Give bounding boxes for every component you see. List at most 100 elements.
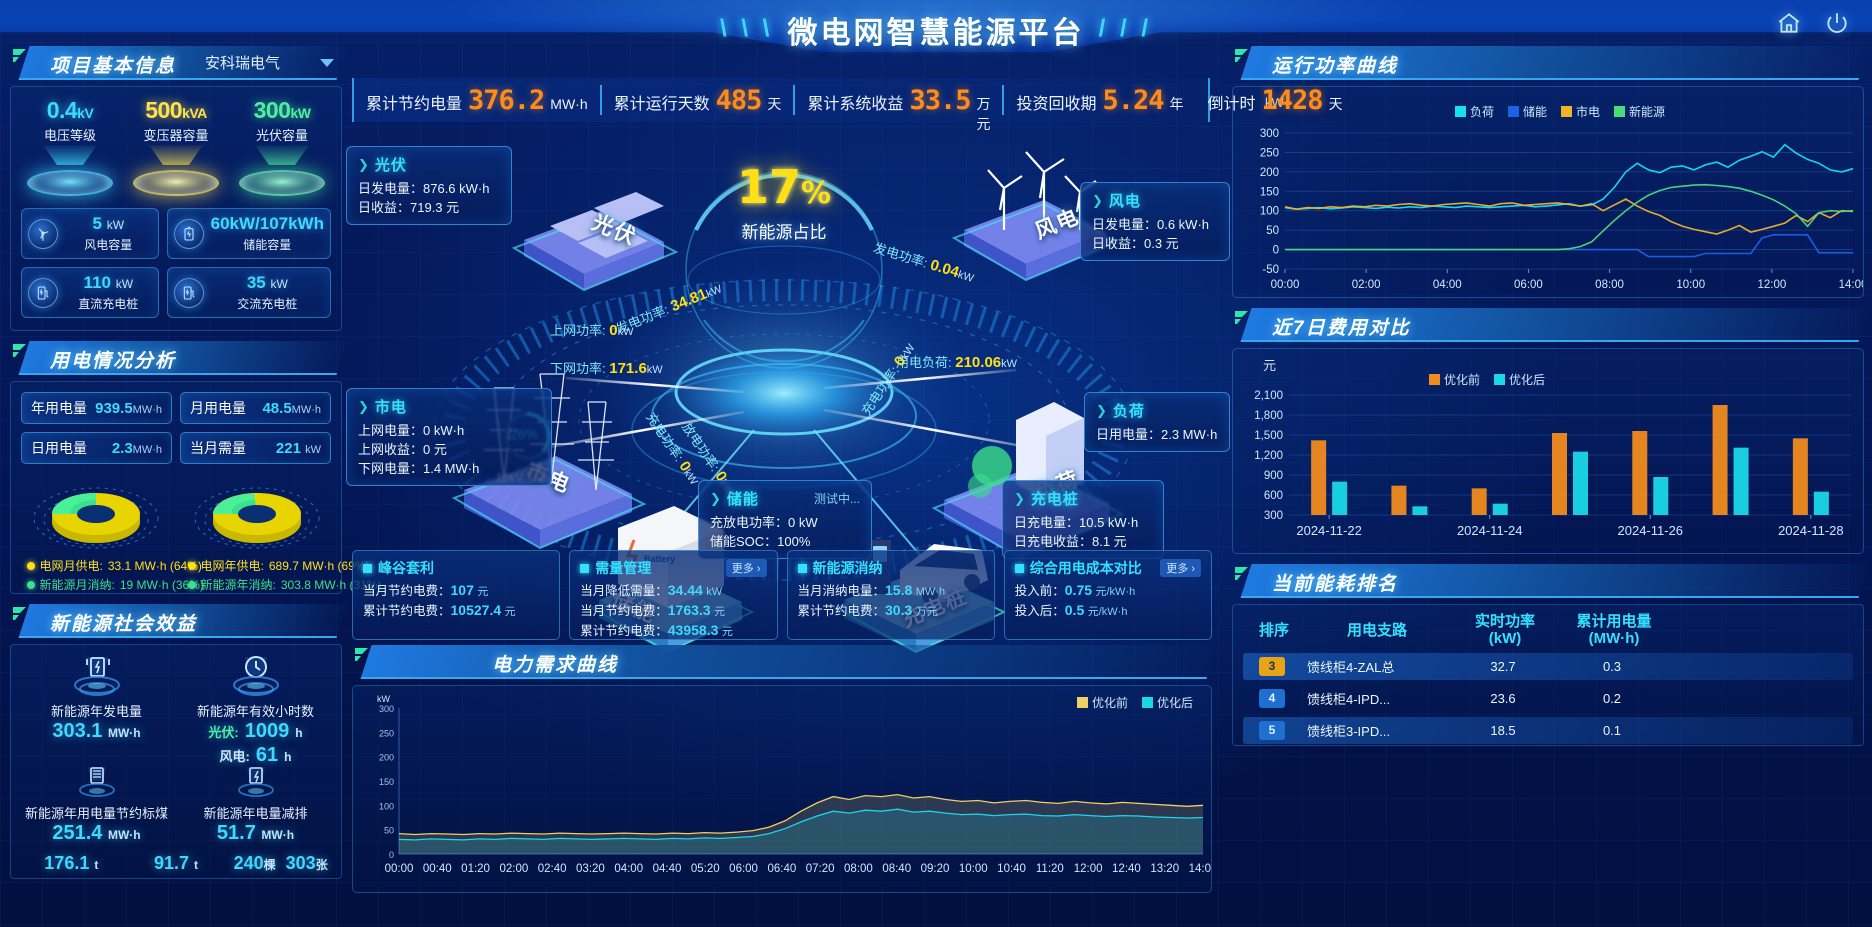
legend-item: 电网月供电: 33.1 MW·h (64%) (26, 557, 202, 574)
power-ylabel: kW (1265, 95, 1284, 110)
benefit-value: 51.7 (216, 822, 256, 844)
card-label: 当月节约电费： (580, 604, 668, 618)
kv-label: 交流充电桩 (237, 297, 298, 311)
kv-value: 5 (92, 214, 102, 233)
benefit-unit: h (295, 726, 303, 740)
kv-label: 直流充电桩 (78, 297, 139, 311)
legend-item: 新能源月消纳: 19 MW·h (36%) (26, 576, 204, 593)
rank-badge: 4 (1259, 689, 1285, 708)
coal-icon (17, 755, 176, 801)
table-row[interactable]: 3 馈线柜4-ZAL总 32.7 0.3 (1243, 653, 1853, 680)
capacity-transformer: 500kVA 变压器容量 (124, 97, 228, 196)
power-icon[interactable] (1824, 10, 1850, 41)
beam-icon (255, 145, 309, 165)
rank-panel-body: 排序 用电支路 实时功率 (kW) 累计用电量 (MW·h) 3 馈线柜4-ZAL总… (1232, 604, 1864, 746)
benefit-value: 240 (233, 853, 264, 873)
peak-valley-arbitrage-card: 峰谷套利 当月节约电费：107 元 累计节约电费：10527.4 元 (352, 550, 561, 640)
legend-swatch (1561, 106, 1573, 117)
panel-title: 运行功率曲线 (1272, 56, 1399, 77)
legend-value: 33.1 MW·h (64%) (107, 558, 202, 573)
more-button[interactable]: 更多 › (1160, 559, 1201, 577)
svg-text:01:20: 01:20 (461, 863, 490, 875)
benefit-value: 61 (255, 744, 279, 766)
wind-turbine-icon (28, 218, 58, 249)
svg-text:0: 0 (389, 850, 394, 860)
stat-label: 倒计时 (1207, 96, 1256, 113)
usage-label: 月用电量 (190, 400, 246, 416)
svg-text:300: 300 (379, 704, 394, 714)
grid-info-box: ❯ 市电 上网电量：0 kW·h 上网收益：0 元 下网电量：1.4 MW·h (346, 388, 552, 486)
svg-text:02:00: 02:00 (499, 863, 528, 875)
square-marker-icon (580, 563, 590, 573)
svg-text:04:00: 04:00 (614, 863, 643, 875)
benefit-unit: t (94, 858, 99, 872)
card-value: 34.44 (667, 582, 703, 598)
project-panel-header: 项目基本信息 安科瑞电气 (10, 46, 348, 80)
corner-deco-icon (1235, 311, 1248, 324)
svg-text:04:40: 04:40 (653, 863, 682, 875)
co2-icon (176, 755, 335, 801)
svg-text:100: 100 (1260, 206, 1279, 218)
table-row[interactable]: 5 馈线柜3-IPD... 18.5 0.1 (1243, 717, 1853, 744)
cost-panel-header: 近7日费用对比 (1232, 308, 1870, 342)
load-info-box: ❯ 负荷 日用电量：2.3 MW·h (1084, 392, 1230, 452)
power-plot: -50 0 50 100 150 200 250 300 00:00 02:00 04:00 06:0… (1260, 128, 1868, 291)
svg-text:12:40: 12:40 (1112, 863, 1141, 875)
svg-text:900: 900 (1264, 470, 1283, 482)
panel-title: 用电情况分析 (50, 351, 177, 372)
benefit-unit: MW·h (107, 828, 141, 842)
benefit-value: 251.4 (52, 822, 103, 844)
svg-text:200: 200 (379, 753, 394, 763)
svg-text:12:00: 12:00 (1074, 863, 1103, 875)
kv-unit: kW (106, 218, 125, 232)
svg-text:200: 200 (1260, 167, 1279, 179)
info-row: 日发电量：876.6 kW·h (358, 181, 490, 196)
ac-charger-icon (173, 277, 204, 308)
home-icon[interactable] (1776, 10, 1802, 41)
rank-table-header: 排序 用电支路 实时功率 (kW) 累计用电量 (MW·h) (1233, 605, 1863, 653)
benefit-effective-hours: 新能源年有效小时数 光伏: 1009 h 风电: 61 h (176, 653, 335, 767)
legend-swatch (1429, 374, 1440, 385)
svg-text:06:00: 06:00 (1514, 279, 1543, 291)
col-branch: 用电支路 (1346, 621, 1407, 639)
card-title: 需量管理 (595, 560, 652, 576)
legend-dot-grid (187, 561, 196, 570)
demand-management-card: 需量管理 更多 › 当月降低需量：34.44 kW 当月节约电费：1763.3 元… (569, 550, 778, 640)
dc-charger-box: 110 kW 直流充电桩 (21, 267, 159, 318)
stat-item: 累计运行天数 485 天 (599, 85, 794, 116)
svg-text:50: 50 (1266, 225, 1279, 237)
info-row: 日收益：719.3 元 (358, 200, 460, 215)
kv-unit: kW (115, 277, 134, 291)
table-row[interactable]: 4 馈线柜4-IPD... 23.6 0.2 (1243, 685, 1853, 712)
card-label: 投入前： (1014, 584, 1065, 598)
stat-item: 累计系统收益 33.5 万元 (793, 85, 1002, 132)
svg-text:09:20: 09:20 (921, 863, 950, 875)
rank-panel-header: 当前能耗排名 (1232, 564, 1870, 598)
svg-text:10:00: 10:00 (959, 863, 988, 875)
demand-chart: 优化前 优化后 0 50 100 150 200 250 300 00:00 00:40 01:2… (352, 685, 1217, 893)
usage-panel-header: 用电情况分析 (10, 341, 348, 375)
svg-text:kW: kW (377, 694, 391, 704)
legend-item: 电网年供电: 689.7 MW·h (69%) (187, 557, 370, 574)
svg-text:2024-11-24: 2024-11-24 (1457, 523, 1523, 538)
usage-value: 221 (275, 439, 301, 457)
info-row: 储能SOC：100% (710, 534, 811, 549)
capacity-unit: kW (290, 105, 311, 121)
total-energy: 0.3 (1602, 659, 1622, 674)
cost-ylabel: 元 (1263, 358, 1277, 373)
usage-unit: MW·h (132, 443, 162, 456)
project-selector[interactable]: 安科瑞电气 (205, 52, 334, 73)
benefit-unit: MW·h (107, 726, 141, 740)
more-button[interactable]: 更多 › (725, 559, 767, 577)
legend-label: 新能源年消纳: (200, 578, 276, 592)
summary-stat-bar: 累计节约电量 376.2 MW·h 累计运行天数 485 天 累计系统收益 33… (352, 78, 1343, 132)
svg-text:10:00: 10:00 (1676, 279, 1705, 291)
page-title: 微电网智慧能源平台 (787, 17, 1085, 50)
svg-text:11:20: 11:20 (1036, 863, 1064, 875)
benefit-unit: t (194, 858, 199, 872)
svg-text:300: 300 (1264, 510, 1283, 522)
usage-panel-body: 年用电量 939.5MW·h 月用电量 48.5MW·h 日用电量 2.3MW·… (10, 381, 382, 594)
chevron-down-icon[interactable] (320, 58, 334, 67)
svg-text:150: 150 (1260, 186, 1279, 198)
usage-unit: kW (305, 443, 321, 456)
